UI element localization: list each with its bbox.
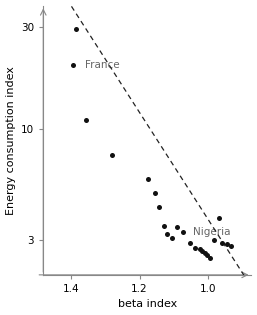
X-axis label: beta index: beta index bbox=[118, 300, 177, 309]
Point bbox=[205, 252, 209, 257]
Point bbox=[199, 249, 204, 254]
Y-axis label: Energy consumption index: Energy consumption index bbox=[6, 66, 16, 215]
Point bbox=[165, 231, 169, 236]
Point bbox=[181, 230, 185, 235]
Point bbox=[192, 245, 197, 250]
Point bbox=[208, 256, 212, 261]
Point bbox=[187, 240, 191, 245]
Point bbox=[198, 247, 202, 252]
Point bbox=[212, 237, 216, 242]
Point bbox=[229, 243, 233, 249]
Point bbox=[70, 62, 75, 67]
Point bbox=[146, 176, 150, 181]
Text: Nigeria: Nigeria bbox=[193, 226, 231, 237]
Point bbox=[220, 240, 224, 245]
Point bbox=[157, 204, 161, 209]
Point bbox=[203, 250, 207, 255]
Point bbox=[225, 242, 230, 247]
Point bbox=[84, 117, 88, 123]
Point bbox=[153, 190, 157, 195]
Point bbox=[74, 26, 78, 32]
Point bbox=[110, 153, 114, 158]
Point bbox=[176, 224, 180, 229]
Point bbox=[170, 236, 174, 241]
Point bbox=[217, 215, 221, 220]
Text: France: France bbox=[85, 60, 119, 70]
Point bbox=[162, 223, 166, 228]
